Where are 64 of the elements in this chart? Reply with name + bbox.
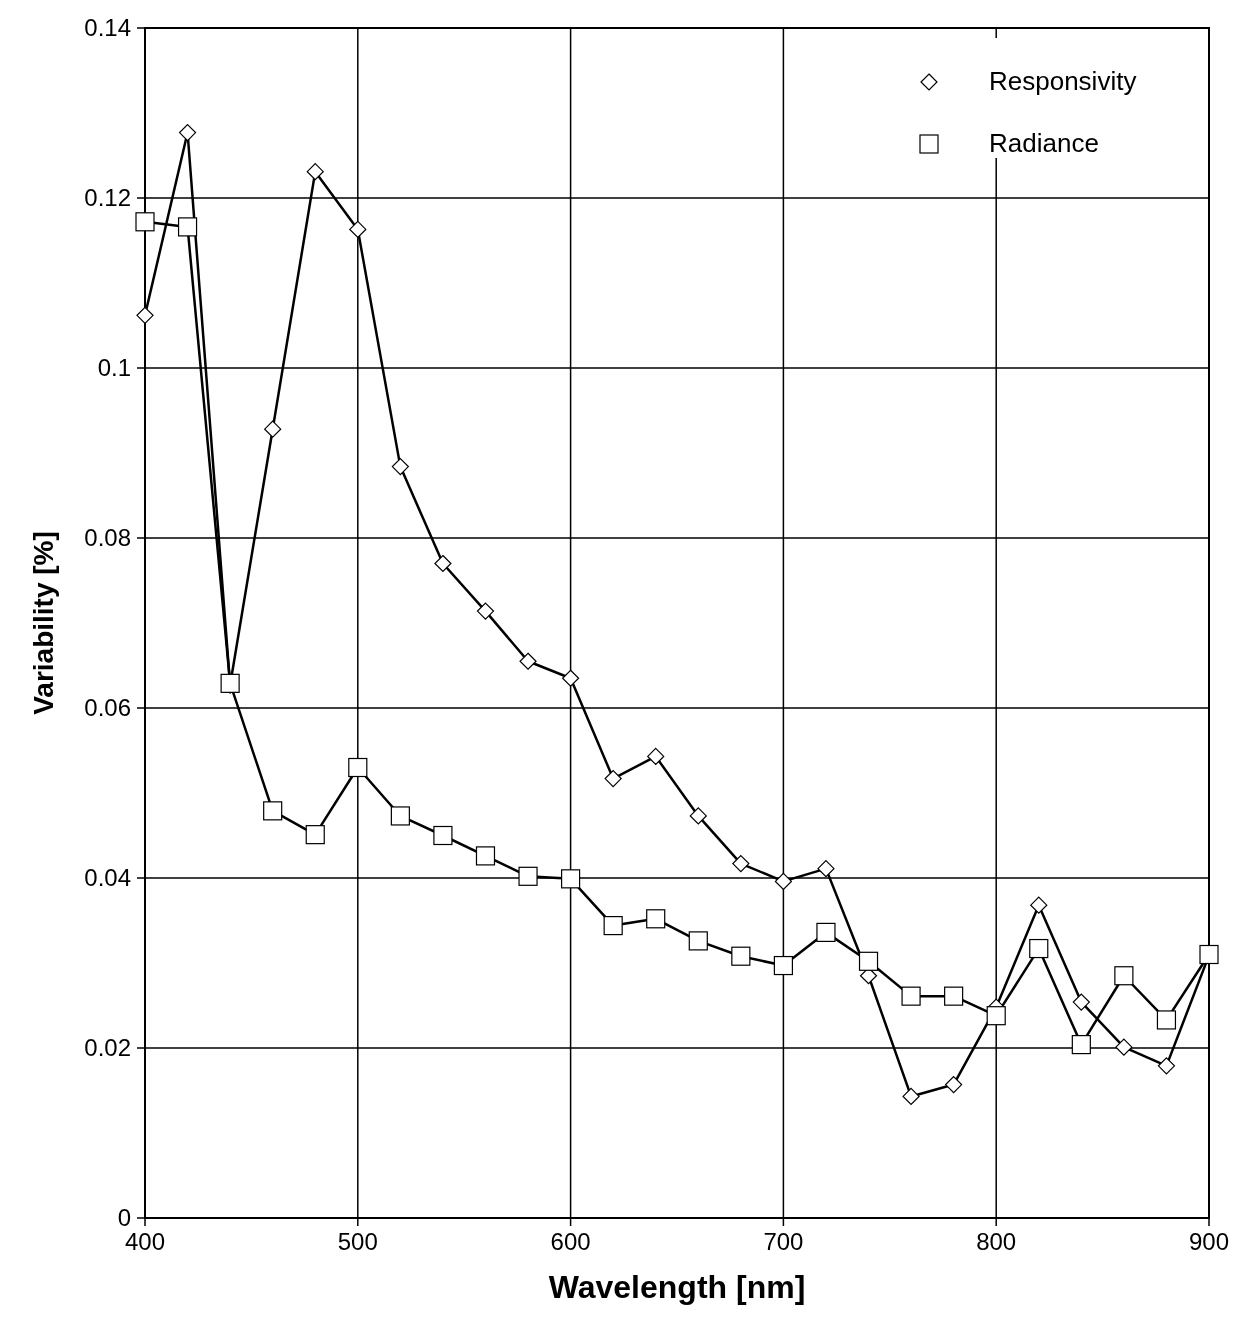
point <box>177 217 198 237</box>
point <box>348 757 368 778</box>
point <box>1072 993 1090 1011</box>
point <box>263 801 283 821</box>
point <box>945 1075 963 1094</box>
point <box>1030 896 1048 914</box>
point <box>986 1006 1006 1026</box>
point <box>349 220 367 239</box>
point <box>390 806 410 826</box>
legend-label: Responsivity <box>989 66 1137 96</box>
x-tick-label: 700 <box>763 1228 804 1255</box>
y-tick-label: 0.02 <box>84 1034 131 1061</box>
point <box>1115 1038 1133 1056</box>
y-tick-label: 0.06 <box>84 694 131 721</box>
point <box>476 602 495 620</box>
point <box>264 420 282 438</box>
point <box>391 458 409 476</box>
point <box>562 669 580 687</box>
y-tick-label: 0.12 <box>84 184 131 211</box>
point <box>647 747 665 766</box>
point <box>646 909 666 929</box>
point <box>519 652 537 670</box>
point <box>858 951 879 971</box>
point <box>817 860 835 878</box>
x-axis-title: Wavelength [nm] <box>548 1269 806 1305</box>
y-tick-label: 0 <box>117 1204 131 1231</box>
y-tick-label: 0.08 <box>84 524 131 551</box>
point <box>136 306 154 324</box>
point <box>1029 938 1049 959</box>
x-tick-label: 500 <box>337 1228 378 1255</box>
point <box>561 869 581 889</box>
point <box>902 1087 920 1106</box>
point <box>178 123 197 142</box>
x-tick-label: 400 <box>124 1228 166 1255</box>
point <box>944 986 964 1006</box>
point <box>731 946 751 966</box>
point <box>1156 1010 1177 1030</box>
x-tick-label: 600 <box>550 1228 591 1255</box>
legend-label: Radiance <box>989 128 1099 158</box>
point <box>1071 1035 1091 1055</box>
x-tick-label: 900 <box>1188 1228 1230 1255</box>
point <box>774 872 792 890</box>
point <box>305 825 325 845</box>
point <box>689 807 707 825</box>
point <box>732 854 750 873</box>
point <box>475 846 496 866</box>
point <box>306 163 324 181</box>
point <box>816 922 836 942</box>
point <box>518 866 538 886</box>
point <box>603 916 623 936</box>
point <box>433 825 453 846</box>
y-tick-label: 0.14 <box>84 14 131 41</box>
point <box>1114 966 1134 986</box>
y-axis-title: Variability [%] <box>28 531 59 715</box>
point <box>688 931 708 951</box>
point <box>135 212 155 232</box>
point <box>434 554 452 573</box>
point <box>773 955 793 976</box>
point <box>901 986 921 1006</box>
y-tick-label: 0.1 <box>97 354 131 381</box>
point <box>1157 1057 1176 1075</box>
x-tick-label: 800 <box>976 1228 1017 1255</box>
point <box>604 769 622 788</box>
y-tick-label: 0.04 <box>84 864 131 891</box>
